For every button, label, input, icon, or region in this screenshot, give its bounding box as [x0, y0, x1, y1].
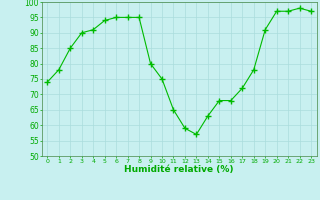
X-axis label: Humidité relative (%): Humidité relative (%): [124, 165, 234, 174]
